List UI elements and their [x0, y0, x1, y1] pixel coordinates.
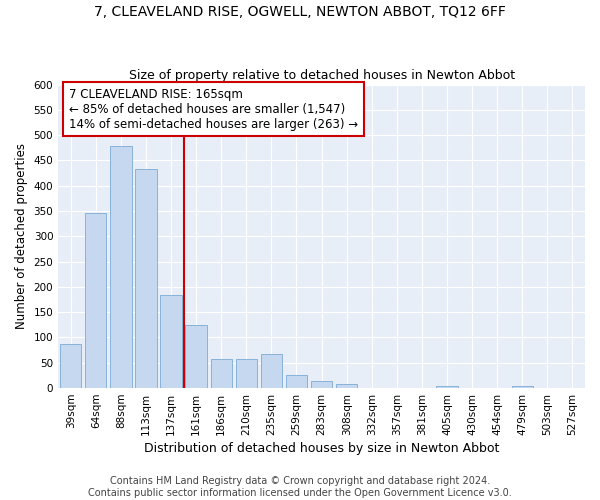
- Bar: [512, 386, 533, 388]
- Bar: [60, 344, 82, 388]
- Text: Contains HM Land Registry data © Crown copyright and database right 2024.
Contai: Contains HM Land Registry data © Crown c…: [88, 476, 512, 498]
- X-axis label: Distribution of detached houses by size in Newton Abbot: Distribution of detached houses by size …: [144, 442, 499, 455]
- Text: 7 CLEAVELAND RISE: 165sqm
← 85% of detached houses are smaller (1,547)
14% of se: 7 CLEAVELAND RISE: 165sqm ← 85% of detac…: [69, 88, 358, 130]
- Bar: [436, 386, 458, 388]
- Bar: [211, 359, 232, 388]
- Bar: [85, 212, 106, 388]
- Bar: [136, 168, 157, 388]
- Bar: [286, 376, 307, 388]
- Bar: [236, 359, 257, 388]
- Bar: [185, 325, 207, 388]
- Bar: [311, 382, 332, 388]
- Title: Size of property relative to detached houses in Newton Abbot: Size of property relative to detached ho…: [128, 69, 515, 82]
- Y-axis label: Number of detached properties: Number of detached properties: [15, 144, 28, 330]
- Bar: [110, 146, 131, 388]
- Bar: [336, 384, 358, 388]
- Bar: [160, 295, 182, 388]
- Bar: [261, 354, 282, 388]
- Text: 7, CLEAVELAND RISE, OGWELL, NEWTON ABBOT, TQ12 6FF: 7, CLEAVELAND RISE, OGWELL, NEWTON ABBOT…: [94, 5, 506, 19]
